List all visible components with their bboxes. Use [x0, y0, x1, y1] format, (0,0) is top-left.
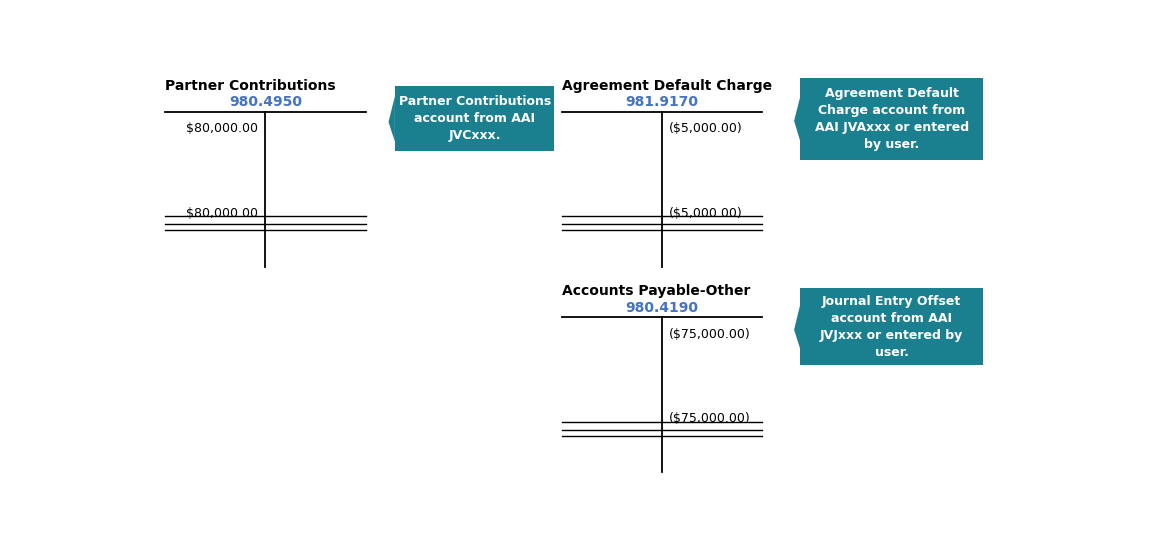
- Text: $80,000.00: $80,000.00: [186, 207, 259, 220]
- Text: 980.4190: 980.4190: [626, 301, 699, 315]
- Polygon shape: [794, 304, 801, 350]
- Text: ($75,000.00): ($75,000.00): [669, 413, 751, 426]
- Text: ($5,000.00): ($5,000.00): [669, 207, 743, 220]
- Text: $80,000.00: $80,000.00: [186, 122, 259, 135]
- Text: ($75,000.00): ($75,000.00): [669, 328, 751, 341]
- Text: Agreement Default
Charge account from
AAI JVAxxx or entered
by user.: Agreement Default Charge account from AA…: [815, 87, 969, 151]
- Text: Agreement Default Charge: Agreement Default Charge: [562, 78, 771, 93]
- Text: Accounts Payable-Other: Accounts Payable-Other: [562, 284, 750, 298]
- FancyBboxPatch shape: [801, 288, 983, 366]
- FancyBboxPatch shape: [801, 78, 983, 160]
- Text: 980.4950: 980.4950: [229, 95, 302, 110]
- Text: Partner Contributions: Partner Contributions: [165, 78, 336, 93]
- Text: ($5,000.00): ($5,000.00): [669, 122, 743, 135]
- Text: Journal Entry Offset
account from AAI
JVJxxx or entered by
user.: Journal Entry Offset account from AAI JV…: [820, 295, 963, 359]
- Text: Partner Contributions
account from AAI
JVCxxx.: Partner Contributions account from AAI J…: [399, 95, 550, 142]
- FancyBboxPatch shape: [395, 86, 554, 152]
- Polygon shape: [794, 96, 801, 142]
- Polygon shape: [388, 96, 395, 142]
- Text: 981.9170: 981.9170: [626, 95, 699, 110]
